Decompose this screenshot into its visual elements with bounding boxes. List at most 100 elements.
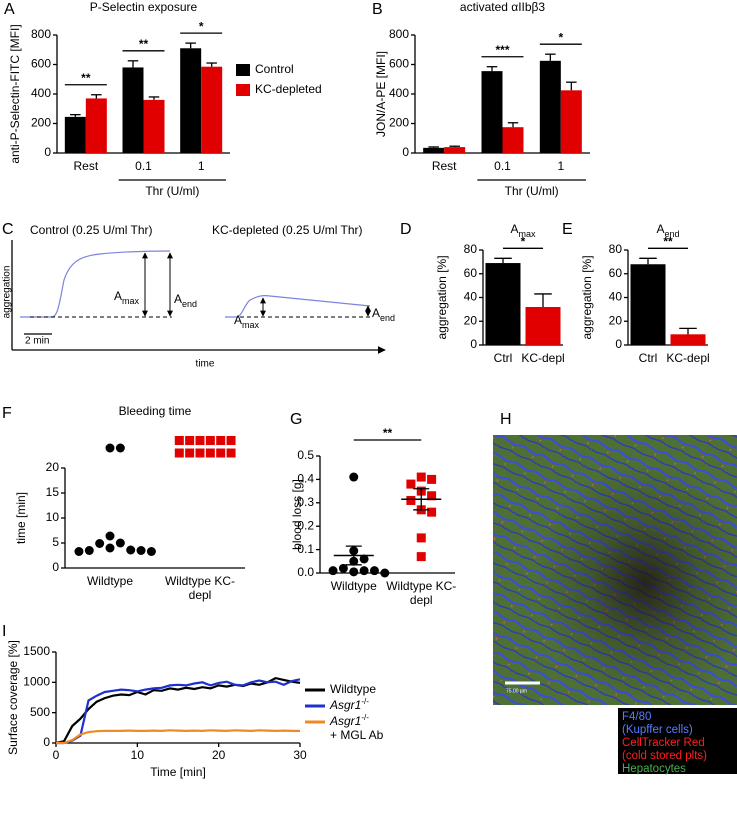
x-tick-label: Wildtype	[86, 574, 133, 588]
data-point	[185, 448, 195, 458]
panel-label: A	[4, 1, 15, 18]
chart-title: P-Selectin exposure	[90, 0, 198, 14]
legend-superscript: -/-	[361, 713, 369, 722]
legend-label: + MGL Ab	[330, 728, 384, 742]
y-tick-label: 600	[389, 57, 409, 71]
subscript: max	[242, 320, 260, 330]
legend-box	[618, 708, 737, 774]
symbol: A	[114, 289, 122, 303]
y-tick-label: 20	[464, 313, 478, 327]
amax-label: Amax	[114, 289, 140, 306]
significance-label: ***	[495, 43, 509, 57]
scale-bar-label: 2 min	[25, 336, 49, 347]
title-text: P-Selectin exposure	[90, 0, 198, 14]
data-point	[115, 538, 125, 548]
bar	[485, 263, 521, 345]
chart-title: activated αIIbβ3	[460, 0, 546, 14]
significance-label: **	[383, 426, 393, 440]
y-tick-label: 40	[464, 290, 478, 304]
data-point	[95, 539, 105, 548]
panel-label: I	[2, 623, 6, 640]
micrograph-shade	[493, 435, 737, 705]
data-point	[359, 566, 369, 576]
y-tick-label: 0.0	[297, 565, 314, 579]
x-tick-label: 0.1	[135, 159, 152, 173]
y-tick-label: 20	[609, 313, 623, 327]
y-tick-label: 200	[31, 116, 51, 130]
y-tick-label: 80	[464, 242, 478, 256]
y-axis-label: aggregation [%]	[580, 255, 594, 339]
trace	[20, 250, 171, 318]
scale-bar-label: 75.00 µm	[506, 688, 527, 694]
data-point	[338, 563, 348, 573]
subscript: end	[380, 313, 395, 323]
y-tick-label: 0	[43, 735, 50, 749]
data-point	[195, 436, 205, 445]
data-point	[205, 436, 215, 445]
y-tick-label: 15	[46, 485, 60, 499]
significance-label: *	[521, 234, 526, 248]
symbol: A	[174, 292, 182, 306]
x-tick-label-box: Wildtype KC-depl	[386, 579, 456, 607]
bar	[64, 116, 86, 153]
legend-text: (cold stored plts)	[622, 750, 707, 762]
data-point	[205, 448, 215, 458]
y-axis-label: Surface coverage [%]	[6, 640, 20, 755]
bar	[122, 67, 144, 153]
x-tick-label: 0	[53, 748, 60, 762]
x-tick-label: Rest	[73, 159, 98, 173]
data-point	[226, 436, 236, 445]
data-point	[146, 547, 156, 556]
data-point	[416, 552, 426, 562]
y-tick-label: 60	[609, 266, 623, 280]
significance-label: **	[81, 71, 91, 85]
bar	[444, 147, 466, 153]
y-tick-label: 0	[470, 337, 477, 351]
panel-label: D	[400, 221, 412, 238]
data-point	[185, 436, 195, 445]
symbol: A	[372, 306, 380, 320]
data-point	[105, 443, 115, 453]
data-point	[115, 443, 125, 453]
title-text: Bleeding time	[119, 404, 192, 418]
bar	[423, 147, 445, 153]
y-tick-label: 1500	[23, 644, 50, 658]
y-tick-label: 0.1	[297, 542, 314, 556]
x-axis-label: Time [min]	[150, 765, 206, 779]
trace-title: KC-depleted (0.25 U/ml Thr)	[212, 223, 363, 237]
panel-label: C	[2, 221, 14, 238]
subscript: end	[182, 299, 197, 309]
data-point	[427, 507, 437, 517]
y-tick-label: 500	[30, 705, 50, 719]
legend-text: F4/80	[622, 711, 651, 723]
data-point	[416, 533, 426, 543]
y-tick-label: 0.3	[297, 495, 314, 509]
y-axis-label: aggregation [%]	[435, 255, 449, 339]
data-point	[328, 566, 338, 576]
panel-label: G	[290, 411, 302, 428]
y-tick-label: 800	[389, 27, 409, 41]
bar	[201, 66, 223, 153]
data-point	[427, 491, 437, 501]
legend-swatch	[236, 64, 250, 76]
symbol: A	[234, 313, 242, 327]
significance-label: **	[663, 234, 673, 248]
data-point	[406, 479, 416, 489]
trace-title: Control (0.25 U/ml Thr)	[30, 223, 152, 237]
data-point	[349, 472, 359, 482]
x-tick-label: Rest	[432, 159, 457, 173]
significance-label: *	[558, 30, 563, 44]
x-tick-label: Ctrl	[639, 351, 658, 365]
bar	[560, 90, 582, 153]
legend-text: CellTracker Red	[622, 737, 705, 749]
legend-superscript: -/-	[361, 697, 369, 706]
y-tick-label: 800	[31, 27, 51, 41]
data-point	[427, 474, 437, 484]
y-tick-label: 0	[402, 145, 409, 159]
trace	[225, 295, 371, 318]
y-axis-label: anti-P-Selectin-FITC [MFI]	[8, 24, 22, 163]
y-tick-label: 400	[389, 86, 409, 100]
data-point	[136, 546, 146, 555]
legend-text: (Kupffer cells)	[622, 724, 693, 736]
bar	[525, 307, 561, 345]
